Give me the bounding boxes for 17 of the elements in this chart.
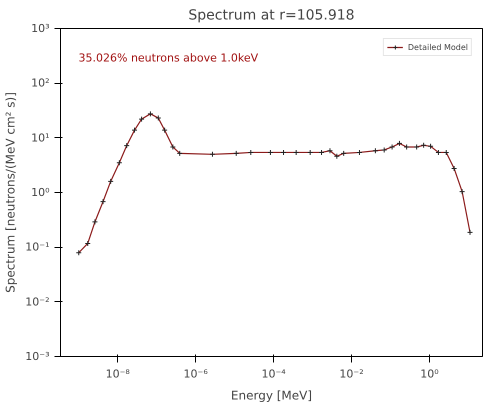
chart-title: Spectrum at r=105.918 [188, 8, 355, 24]
x-tick-label: 10⁰ [420, 368, 440, 380]
y-tick-label: 10⁻¹ [25, 240, 50, 254]
x-tick-label: 10⁻⁴ [261, 368, 286, 380]
legend-label: Detailed Model [408, 42, 468, 52]
annotation: 35.026% neutrons above 1.0keV [78, 52, 259, 64]
x-axis-title: Energy [MeV] [230, 388, 312, 402]
y-axis-title: Spectrum [neutrons/(MeV cm² s)] [3, 92, 18, 293]
y-tick-label: 10¹ [31, 131, 50, 144]
x-tick-label: 10⁻⁸ [106, 368, 130, 380]
x-tick-label: 10⁻⁶ [184, 368, 208, 380]
y-tick-label: 10² [31, 76, 50, 90]
y-tick-label: 10⁻² [25, 295, 50, 308]
y-tick-label: 10⁻³ [25, 350, 50, 363]
y-tick-label: 10³ [31, 22, 50, 35]
x-tick-label: 10⁻² [339, 368, 364, 380]
y-tick-label: 10⁰ [31, 186, 50, 199]
